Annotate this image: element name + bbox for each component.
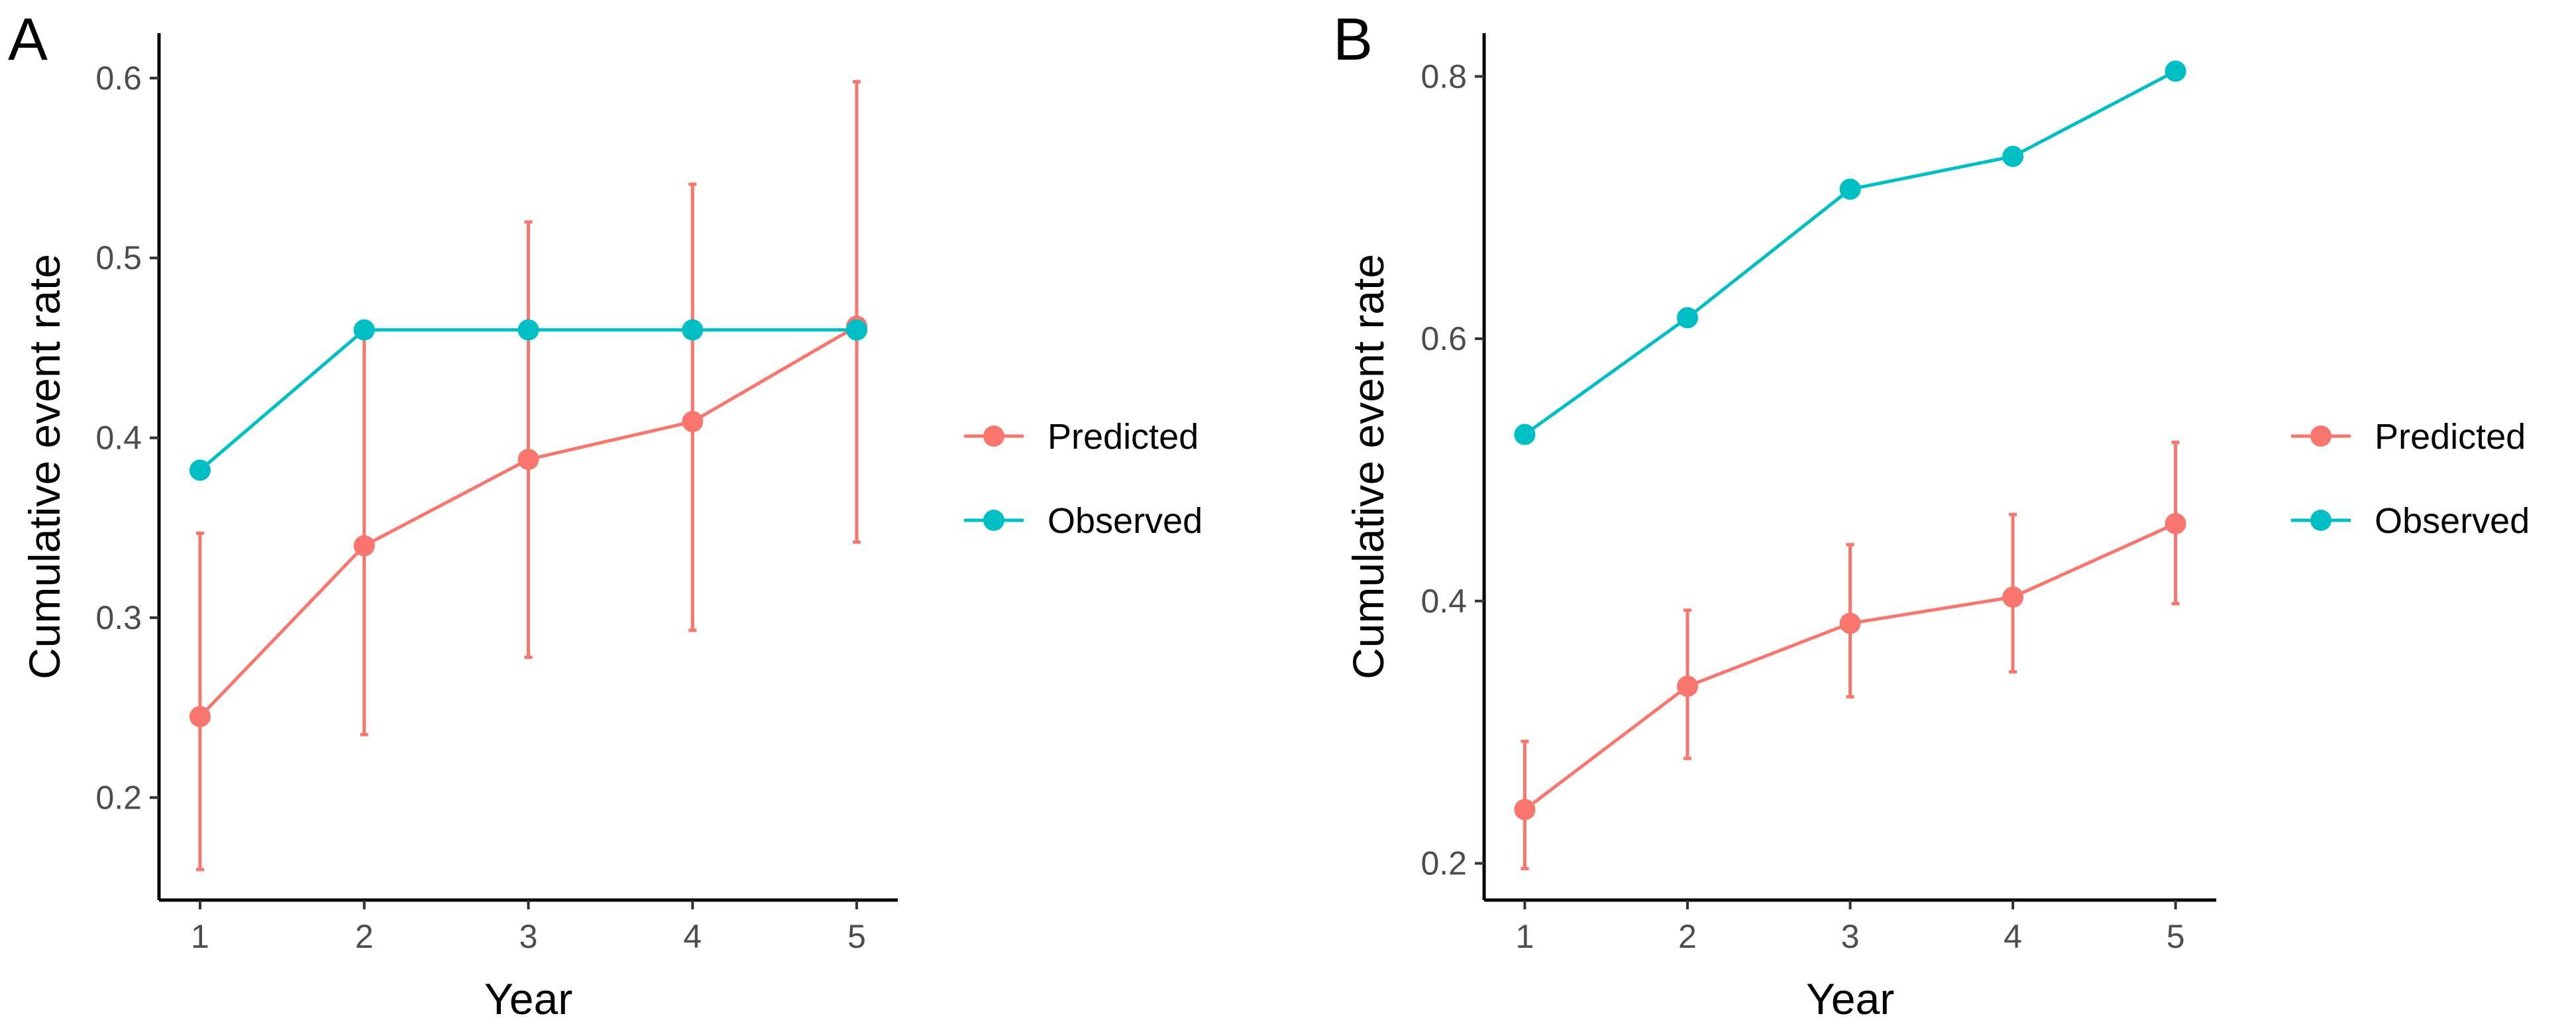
x-tick-label: 2: [355, 918, 374, 955]
data-point-predicted: [1514, 799, 1536, 821]
x-axis-title: Year: [484, 974, 572, 1023]
series-line-observed: [1523, 70, 2176, 436]
legend-key-point-predicted: [983, 426, 1004, 447]
data-point-observed: [517, 319, 539, 341]
x-tick-label: 1: [1515, 918, 1534, 955]
y-tick-label: 0.6: [95, 60, 142, 97]
legend-label-predicted: Predicted: [1047, 417, 1199, 457]
chart-panel-a: A 0.2 0.3 0.4 0.5 0.6 1 2 3 4 5 Year Cumulative even…: [8, 7, 1203, 1023]
x-tick-label: 5: [2167, 918, 2185, 955]
y-tick-label: 0.4: [95, 420, 142, 457]
panel-label: A: [8, 7, 48, 73]
y-tick-label: 0.6: [1421, 320, 1467, 357]
data-point-observed: [1514, 424, 1536, 445]
x-tick-label: 4: [2004, 918, 2022, 955]
x-tick-label: 3: [519, 918, 538, 955]
data-point-observed: [2002, 146, 2024, 168]
data-point-observed: [846, 319, 868, 341]
x-tick-label: 1: [191, 918, 209, 955]
y-axis-title: Cumulative event rate: [1344, 254, 1393, 679]
data-point-observed: [682, 319, 704, 341]
legend-label-predicted: Predicted: [2375, 417, 2526, 457]
data-point-observed: [353, 319, 375, 341]
data-point-predicted: [1676, 675, 1698, 697]
x-axis-title: Year: [1806, 974, 1894, 1023]
data-point-predicted: [353, 535, 375, 557]
data-point-observed: [189, 459, 211, 481]
legend-label-observed: Observed: [1047, 501, 1203, 541]
legend-key-point-observed: [2310, 510, 2332, 531]
y-tick-label: 0.8: [1421, 58, 1467, 95]
y-axis-title: Cumulative event rate: [20, 254, 69, 679]
y-tick-label: 0.2: [1421, 845, 1467, 882]
panel-label: B: [1333, 7, 1373, 73]
data-point-predicted: [2165, 513, 2186, 535]
x-tick-label: 5: [847, 918, 866, 955]
x-tick-label: 3: [1841, 918, 1860, 955]
data-point-predicted: [682, 411, 704, 433]
data-point-observed: [2165, 60, 2186, 82]
legend-key-point-observed: [983, 510, 1004, 531]
legend-label-observed: Observed: [2375, 501, 2530, 541]
y-tick-label: 0.2: [95, 779, 142, 816]
data-point-predicted: [517, 449, 539, 471]
y-tick-label: 0.3: [95, 599, 142, 636]
legend-key-point-predicted: [2310, 426, 2332, 447]
data-point-predicted: [2002, 586, 2024, 608]
chart-panel-b: B 0.2 0.4 0.6 0.8 1 2 3 4 5 Year Cumulative event r…: [1333, 7, 2530, 1023]
x-tick-label: 2: [1678, 918, 1697, 955]
data-point-observed: [1839, 178, 1861, 200]
data-point-observed: [1676, 307, 1698, 329]
x-tick-label: 4: [683, 918, 702, 955]
data-point-predicted: [1839, 612, 1861, 634]
y-tick-label: 0.4: [1421, 583, 1467, 620]
data-point-predicted: [189, 706, 211, 728]
y-tick-label: 0.5: [95, 239, 142, 276]
